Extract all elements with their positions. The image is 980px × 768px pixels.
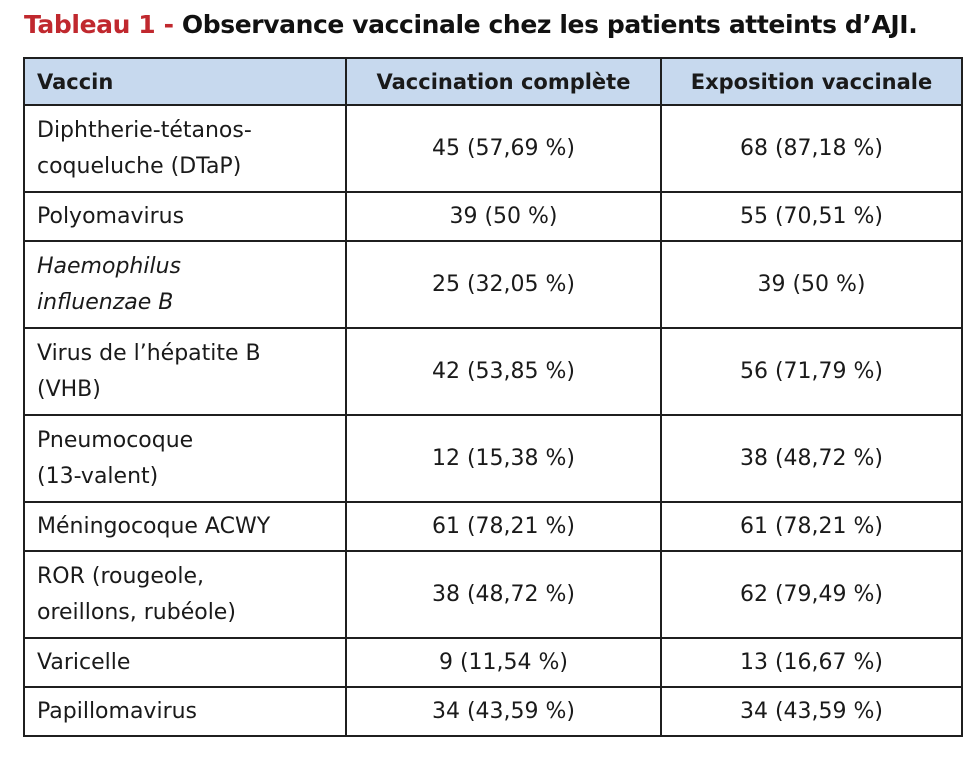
vaccine-name: Varicelle: [23, 637, 347, 688]
vaccine-name-line2: influenzae B: [37, 289, 174, 315]
complete-value: 61 (78,21 %): [345, 501, 662, 552]
vaccine-name-line2: oreillons, rubéole): [37, 599, 236, 625]
vaccine-name-line1: Haemophilus: [37, 253, 181, 279]
exposition-value: 39 (50 %): [660, 240, 963, 329]
table-row: Polyomavirus 39 (50 %) 55 (70,51 %): [23, 191, 963, 242]
table-row: Virus de l’hépatite B (VHB) 42 (53,85 %) …: [23, 327, 963, 416]
vaccine-name: Méningocoque ACWY: [23, 501, 347, 552]
exposition-value: 62 (79,49 %): [660, 550, 963, 639]
table-row: Méningocoque ACWY 61 (78,21 %) 61 (78,21…: [23, 501, 963, 552]
vaccination-table: Vaccin Vaccination complète Exposition v…: [23, 57, 963, 737]
vaccine-name-line2: (VHB): [37, 376, 101, 402]
complete-value: 38 (48,72 %): [345, 550, 662, 639]
exposition-value: 13 (16,67 %): [660, 637, 963, 688]
vaccine-name-line2: (13-valent): [37, 463, 159, 489]
complete-value: 45 (57,69 %): [345, 104, 662, 193]
table-row: Varicelle 9 (11,54 %) 13 (16,67 %): [23, 637, 963, 688]
vaccine-name-line1: ROR (rougeole,: [37, 563, 205, 589]
vaccine-name: Papillomavirus: [23, 686, 347, 737]
vaccine-name: Polyomavirus: [23, 191, 347, 242]
vaccine-name: Haemophilus influenzae B: [23, 240, 347, 329]
header-exposition-vaccinale: Exposition vaccinale: [660, 57, 963, 106]
vaccine-name: Pneumocoque (13-valent): [23, 414, 347, 503]
table-row: Pneumocoque (13-valent) 12 (15,38 %) 38 (…: [23, 414, 963, 503]
complete-value: 34 (43,59 %): [345, 686, 662, 737]
table-row: ROR (rougeole, oreillons, rubéole) 38 (48…: [23, 550, 963, 639]
vaccine-name-line1: Virus de l’hépatite B: [37, 340, 261, 366]
exposition-value: 61 (78,21 %): [660, 501, 963, 552]
exposition-value: 38 (48,72 %): [660, 414, 963, 503]
exposition-value: 56 (71,79 %): [660, 327, 963, 416]
header-vaccin: Vaccin: [23, 57, 347, 106]
vaccine-name: ROR (rougeole, oreillons, rubéole): [23, 550, 347, 639]
exposition-value: 55 (70,51 %): [660, 191, 963, 242]
complete-value: 9 (11,54 %): [345, 637, 662, 688]
complete-value: 42 (53,85 %): [345, 327, 662, 416]
vaccine-name-line1: Diphtherie-tétanos-: [37, 117, 252, 143]
table-row: Diphtherie-tétanos-coqueluche (DTaP) 45 …: [23, 104, 963, 193]
complete-value: 25 (32,05 %): [345, 240, 662, 329]
header-vaccination-complete: Vaccination complète: [345, 57, 662, 106]
exposition-value: 34 (43,59 %): [660, 686, 963, 737]
vaccine-name-line1: Pneumocoque: [37, 427, 194, 453]
vaccine-name: Virus de l’hépatite B (VHB): [23, 327, 347, 416]
table-header-row: Vaccin Vaccination complète Exposition v…: [23, 57, 963, 106]
vaccine-name: Diphtherie-tétanos-coqueluche (DTaP): [23, 104, 347, 193]
table-title: Tableau 1 - Observance vaccinale chez le…: [24, 10, 918, 39]
complete-value: 39 (50 %): [345, 191, 662, 242]
table-title-text: Observance vaccinale chez les patients a…: [181, 10, 918, 39]
table-row: Haemophilus influenzae B 25 (32,05 %) 39 …: [23, 240, 963, 329]
table-title-label: Tableau 1 -: [24, 10, 174, 39]
vaccine-name-line2: coqueluche (DTaP): [37, 153, 242, 179]
exposition-value: 68 (87,18 %): [660, 104, 963, 193]
complete-value: 12 (15,38 %): [345, 414, 662, 503]
table-row: Papillomavirus 34 (43,59 %) 34 (43,59 %): [23, 686, 963, 737]
